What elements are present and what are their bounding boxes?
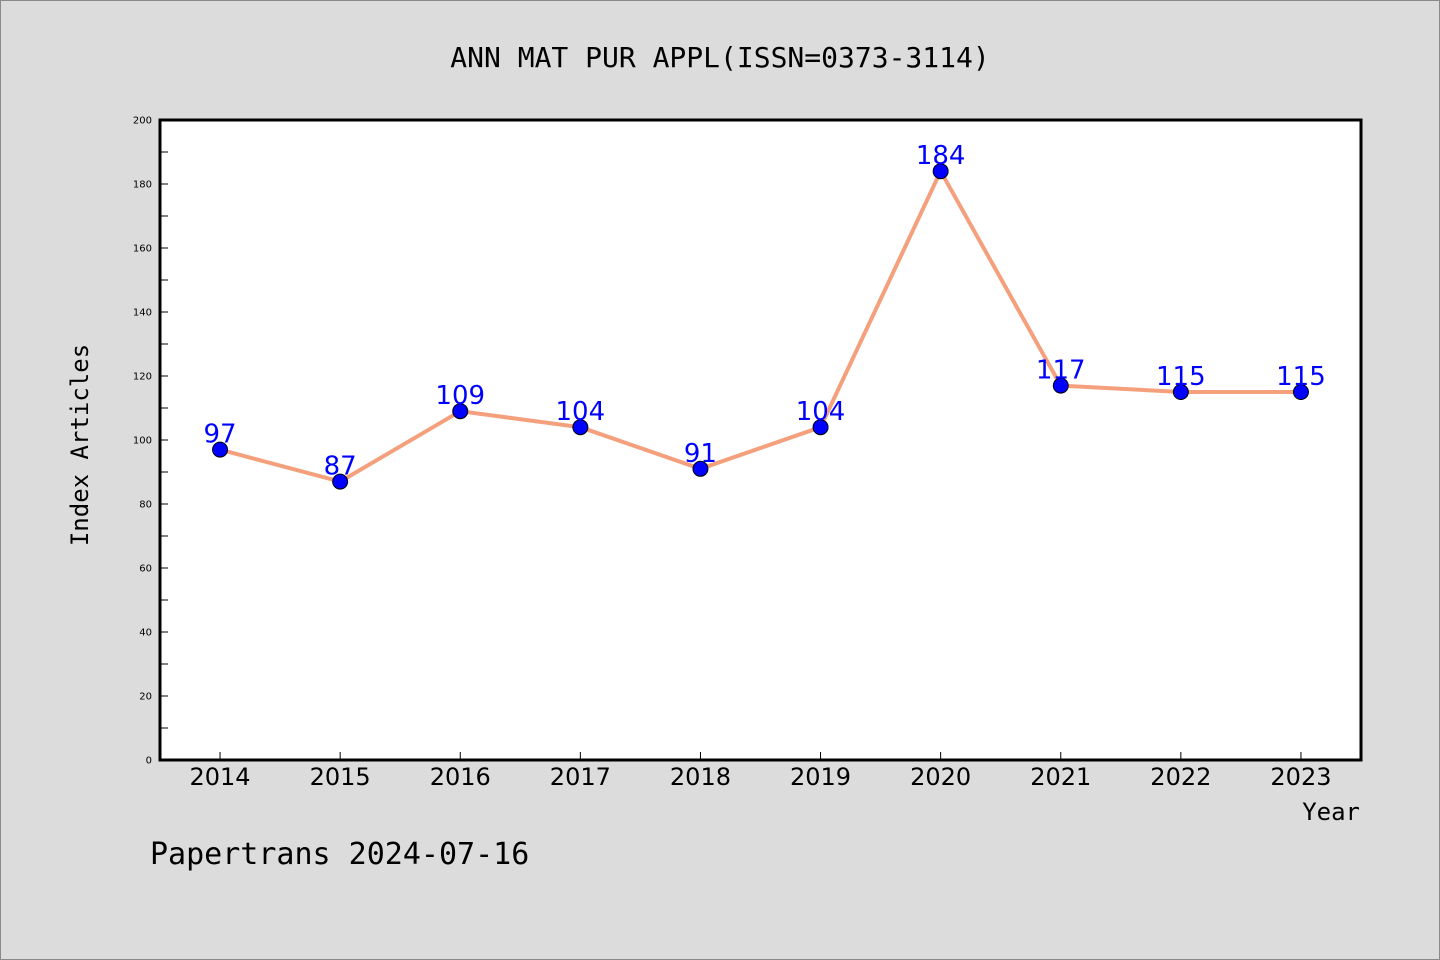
x-tick-label: 2023 <box>1270 763 1331 791</box>
chart-title: ANN MAT PUR APPL(ISSN=0373-3114) <box>450 41 989 74</box>
data-point <box>812 419 829 436</box>
y-tick-label: 160 <box>133 244 152 255</box>
data-point <box>692 460 709 477</box>
data-point <box>332 473 349 490</box>
y-tick-label: 120 <box>133 372 152 383</box>
data-point <box>932 163 949 180</box>
data-label: 115 <box>1156 362 1206 392</box>
x-axis: 2014 2015 2016 2017 2018 2019 2020 2021 2022 2023 <box>190 752 1331 791</box>
data-label: 115 <box>1276 362 1326 392</box>
data-label: 97 <box>204 420 237 450</box>
data-point <box>1052 377 1069 394</box>
data-label: 109 <box>435 381 485 411</box>
y-tick-label: 180 <box>133 180 152 191</box>
data-label: 104 <box>556 397 606 427</box>
x-tick-label: 2015 <box>310 763 371 791</box>
data-point <box>212 441 229 458</box>
data-label: 104 <box>796 397 846 427</box>
data-label: 87 <box>324 452 357 482</box>
y-tick-label: 200 <box>133 116 152 127</box>
x-axis-title: Year <box>1302 798 1360 826</box>
y-axis: 0 20 40 60 80 100 120 140 160 180 200 <box>133 116 168 767</box>
y-tick-label: 60 <box>139 564 152 575</box>
y-tick-label: 140 <box>133 308 152 319</box>
x-tick-label: 2021 <box>1030 763 1091 791</box>
series-layer: 97 87 109 104 91 104 184 117 115 115 <box>204 141 1326 490</box>
series-line <box>219 169 1301 484</box>
data-point <box>1292 384 1309 400</box>
data-label: 184 <box>916 141 966 171</box>
x-tick-label: 2018 <box>670 763 731 791</box>
data-label: 117 <box>1036 356 1086 386</box>
data-point <box>572 419 589 436</box>
data-point <box>452 403 469 420</box>
data-point <box>1172 384 1189 400</box>
x-tick-label: 2020 <box>910 763 971 791</box>
x-tick-label: 2022 <box>1150 763 1211 791</box>
x-tick-label: 2019 <box>790 763 851 791</box>
y-tick-label: 0 <box>146 756 152 767</box>
y-axis-title: Index Articles <box>66 344 94 546</box>
y-tick-label: 80 <box>139 500 152 511</box>
y-tick-label: 20 <box>139 692 152 703</box>
plot-area <box>158 118 1363 762</box>
y-tick-label: 40 <box>139 628 152 639</box>
data-label: 91 <box>684 439 717 469</box>
y-tick-label: 100 <box>133 436 152 447</box>
watermark-text: Papertrans 2024-07-16 <box>150 837 529 872</box>
x-tick-label: 2014 <box>190 763 251 791</box>
x-tick-label: 2016 <box>430 763 491 791</box>
x-tick-label: 2017 <box>550 763 611 791</box>
